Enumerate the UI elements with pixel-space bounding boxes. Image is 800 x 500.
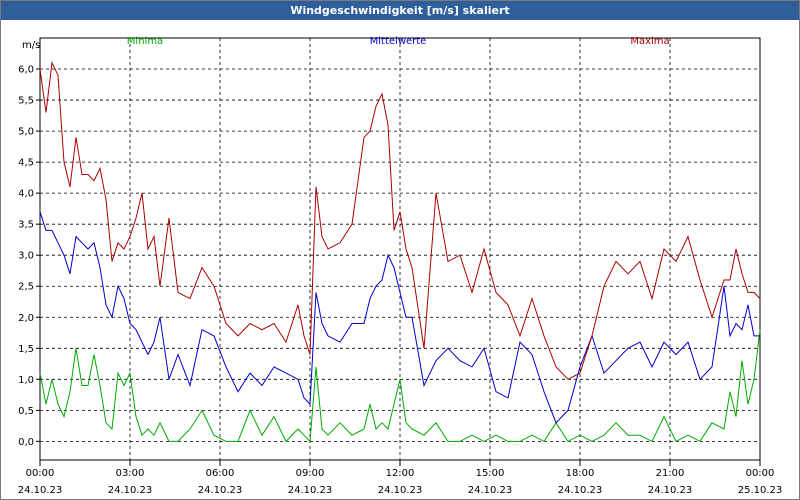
y-tick-label: 1,5 (18, 344, 34, 355)
y-tick-label: 3,0 (18, 251, 34, 262)
series-line-mittelwerte (39, 211, 760, 424)
x-tick-date-label: 24.10.23 (648, 485, 693, 496)
x-tick-date-label: 24.10.23 (468, 485, 513, 496)
window-title: Windgeschwindigkeit [m/s] skaliert (1, 1, 799, 20)
y-axis-label: m/s (22, 40, 40, 51)
y-tick-label: 5,5 (18, 96, 34, 107)
x-tick-time-label: 15:00 (476, 468, 505, 479)
legend-label-minima: Minima (127, 36, 163, 47)
y-tick-label: 5,0 (18, 127, 34, 138)
x-tick-date-label: 24.10.23 (108, 485, 153, 496)
x-tick-date-label: 24.10.23 (558, 485, 603, 496)
x-tick-date-label: 24.10.23 (18, 485, 63, 496)
x-tick-time-label: 06:00 (206, 468, 235, 479)
y-axis-ticks: 0,0 0,5 1,0 1,5 2,0 2,5 3,0 3,5 4,0 4,5 5,0 5,5 6,0 (18, 65, 40, 448)
legend-label-mittelwerte: Mittelwerte (370, 36, 427, 47)
y-tick-label: 4,5 (18, 158, 34, 169)
legend: Minima Mittelwerte Maxima (127, 36, 670, 47)
y-tick-label: 1,0 (18, 375, 34, 386)
x-tick-time-label: 09:00 (296, 468, 325, 479)
x-tick-date-label: 24.10.23 (378, 485, 423, 496)
legend-label-maxima: Maxima (630, 36, 669, 47)
wind-speed-chart: 0,00,51,01,52,02,53,03,54,04,55,05,56,0 … (18, 36, 783, 496)
x-tick-time-label: 03:00 (116, 468, 145, 479)
y-tick-label: 0,0 (18, 437, 34, 448)
y-tick-label: 3,5 (18, 220, 34, 231)
y-tick-label: 6,0 (18, 65, 34, 76)
y-tick-label: 4,0 (18, 189, 34, 200)
x-tick-date-label: 24.10.23 (288, 485, 333, 496)
x-tick-date-label: 24.10.23 (198, 485, 243, 496)
x-axis-ticks: 00:00 24.10.23 03:00 24.10.23 06:00 24.10.23 0… (18, 460, 783, 496)
x-tick-date-label: 25.10.23 (738, 485, 783, 496)
series-line-maxima (39, 61, 761, 380)
grid (40, 38, 760, 460)
series-line-minima (39, 329, 761, 443)
y-tick-label: 2,5 (18, 282, 34, 293)
x-tick-time-label: 00:00 (26, 468, 55, 479)
series-lines (39, 61, 761, 443)
x-tick-time-label: 00:00 (746, 468, 775, 479)
y-tick-label: 0,5 (18, 406, 34, 417)
y-tick-label: 2,0 (18, 313, 34, 324)
x-tick-time-label: 12:00 (386, 468, 415, 479)
x-tick-time-label: 18:00 (566, 468, 595, 479)
x-tick-time-label: 21:00 (656, 468, 685, 479)
